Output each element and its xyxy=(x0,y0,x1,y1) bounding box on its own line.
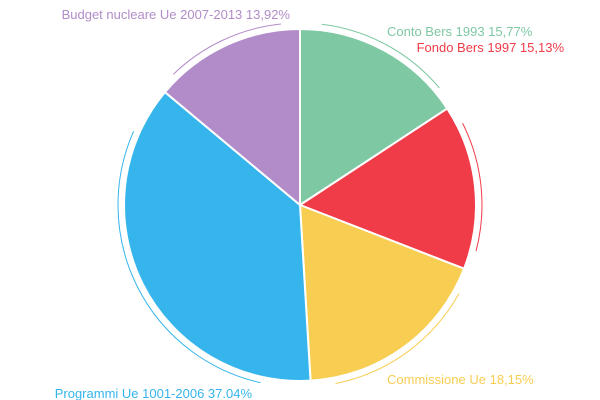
leader-arc-programmi-ue xyxy=(117,131,261,384)
leader-arc-fondo-bers-1997 xyxy=(462,123,483,252)
label-commissione-ue: Commissione Ue 18,15% xyxy=(387,372,534,387)
label-programmi-ue: Programmi Ue 1001-2006 37.04% xyxy=(55,386,253,400)
label-conto-bers-1993: Conto Bers 1993 15,77% xyxy=(387,24,533,39)
label-budget-nucleare: Budget nucleare Ue 2007-2013 13,92% xyxy=(62,7,291,22)
pie-slice-commissione-ue xyxy=(298,203,466,382)
pie-slice-conto-bers-1993 xyxy=(299,27,449,207)
pie-slice-fondo-bers-1997 xyxy=(297,107,477,271)
label-leader-arcs xyxy=(117,23,483,384)
pie-slice-programmi-ue xyxy=(123,90,312,382)
leader-arc-budget-nucleare xyxy=(173,23,281,75)
label-fondo-bers-1997: Fondo Bers 1997 15,13% xyxy=(417,40,565,55)
pie-slices xyxy=(123,27,477,382)
leader-arc-conto-bers-1993 xyxy=(321,23,440,89)
leader-arc-commissione-ue xyxy=(335,293,460,384)
pie-slice-budget-nucleare xyxy=(163,27,301,208)
